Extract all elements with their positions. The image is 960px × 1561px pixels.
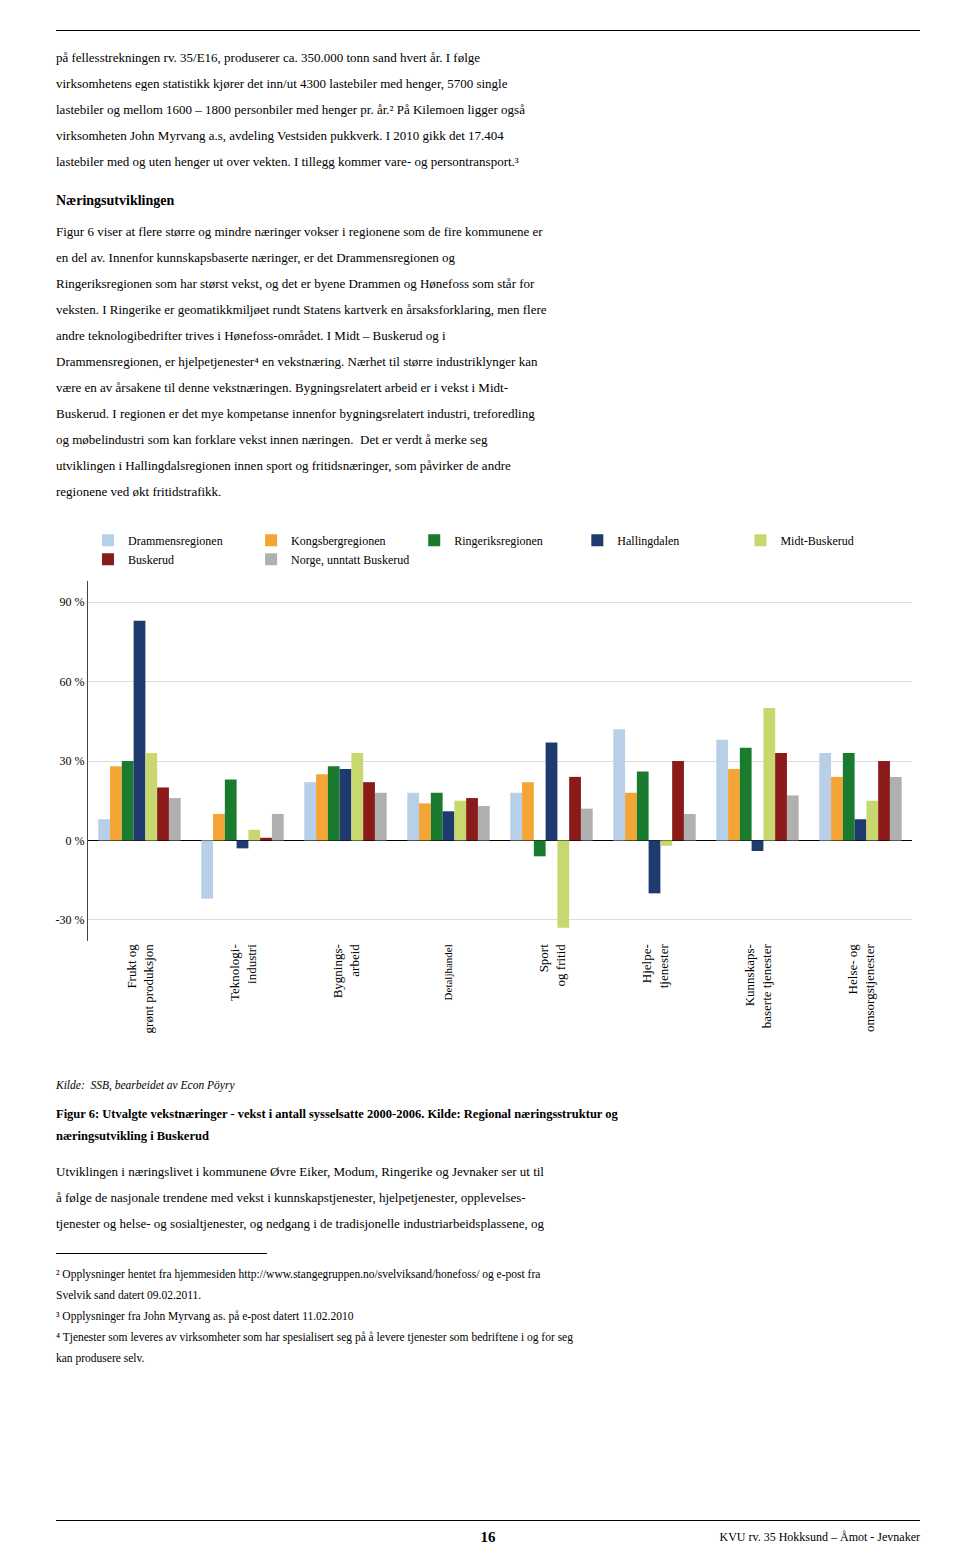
html-text:Utviklingen i næringslivet i k: Utviklingen i næringslivet i kommunene Ø… (56, 1164, 544, 1179)
svg-text:Helse- ogomsorgstjenester: Helse- ogomsorgstjenester (845, 944, 877, 1033)
html-text:lastebiler og mellom 1600 – 18: lastebiler og mellom 1600 – 1800 personb… (56, 102, 525, 117)
svg-text:Drammensregionen: Drammensregionen (128, 534, 223, 548)
svg-text:0 %: 0 % (66, 834, 85, 848)
html-text:⁴ Tjenester som leveres av vir: ⁴ Tjenester som leveres av virksomheter … (56, 1331, 573, 1343)
svg-text:90 %: 90 % (60, 595, 85, 609)
html-text:Drammensregionen, er hjelpetje: Drammensregionen, er hjelpetjenester⁴ en… (56, 354, 538, 369)
html-text:² Opplysninger hentet fra hjem: ² Opplysninger hentet fra hjemmesiden ht… (56, 1268, 541, 1280)
html-text:Næringsutviklingen: Næringsutviklingen (56, 193, 175, 208)
html-text:næringsutvikling i Buskerud: næringsutvikling i Buskerud (56, 1129, 209, 1143)
html-text:Figur 6 viser at flere større: Figur 6 viser at flere større og mindre … (56, 224, 543, 239)
html-text:være en av årsakene til denne: være en av årsakene til denne vekstnærin… (56, 380, 508, 395)
html-text:å følge de nasjonale trendene: å følge de nasjonale trendene med vekst … (56, 1190, 526, 1205)
svg-text:Sportog fritid: Sportog fritid (536, 944, 568, 987)
svg-text:Hallingdalen: Hallingdalen (617, 534, 679, 548)
svg-text:-30 %: -30 % (56, 913, 85, 927)
svg-text:Frukt oggrønt produksjon: Frukt oggrønt produksjon (124, 944, 156, 1034)
svg-text:Midt-Buskerud: Midt-Buskerud (780, 534, 853, 548)
html-text:tjenester og helse- og sosialt: tjenester og helse- og sosialtjenester, … (56, 1216, 544, 1231)
html-text:andre teknologibedrifter trive: andre teknologibedrifter trives i Hønefo… (56, 328, 446, 343)
html-text:og møbelindustri som kan forkl: og møbelindustri som kan forklare vekst … (56, 432, 488, 447)
html-text:16: 16 (480, 1529, 496, 1545)
html-text:en del av. Innenfor kunnskapsb: en del av. Innenfor kunnskapsbaserte nær… (56, 250, 455, 265)
svg-text:Teknologi-industri: Teknologi-industri (227, 944, 259, 1001)
svg-text:Ringeriksregionen: Ringeriksregionen (454, 534, 543, 548)
svg-text:Buskerud: Buskerud (128, 553, 174, 567)
html-text:Svelvik sand datert 09.02.2011: Svelvik sand datert 09.02.2011. (56, 1289, 202, 1301)
html-text:Buskerud. I regionen er det my: Buskerud. I regionen er det mye kompetan… (56, 406, 535, 421)
html-text:lastebiler med og uten henger: lastebiler med og uten henger ut over ve… (56, 154, 519, 169)
html-text:Ringeriksregionen som har stør: Ringeriksregionen som har størst vekst, … (56, 276, 535, 291)
svg-text:Kongsbergregionen: Kongsbergregionen (291, 534, 385, 548)
html-text:kan produsere selv.: kan produsere selv. (56, 1352, 145, 1364)
html-text:Figur 6: Utvalgte vekstnæringe: Figur 6: Utvalgte vekstnæringer - vekst … (56, 1107, 618, 1121)
svg-text:Detaljhandel: Detaljhandel (442, 944, 454, 1000)
html-text:virksomheten John Myrvang a.s,: virksomheten John Myrvang a.s, avdeling … (56, 128, 504, 143)
svg-text:60 %: 60 % (60, 675, 85, 689)
svg-text:30 %: 30 % (60, 754, 85, 768)
html-text:virksomhetens egen statistikk: virksomhetens egen statistikk kjører det… (56, 76, 508, 91)
svg-text:Kunnskaps-baserte tjenester: Kunnskaps-baserte tjenester (742, 944, 774, 1029)
svg-text:Norge, unntatt Buskerud: Norge, unntatt Buskerud (291, 553, 409, 567)
html-text:KVU rv. 35 Hokksund – Åmot - J: KVU rv. 35 Hokksund – Åmot - Jevnaker (719, 1530, 920, 1544)
html-text:regionene ved økt fritidstrafi: regionene ved økt fritidstrafikk. (56, 484, 222, 499)
html-text:på fellesstrekningen rv. 35/E1: på fellesstrekningen rv. 35/E16, produse… (56, 50, 481, 65)
html-text:Kilde: SSB, bearbeidet av Econ: Kilde: SSB, bearbeidet av Econ Pöyry (56, 1079, 235, 1091)
html-text:³ Opplysninger fra John Myrvan: ³ Opplysninger fra John Myrvang as. på e… (56, 1310, 354, 1322)
html-text:veksten. I Ringerike er geomat: veksten. I Ringerike er geomatikkmiljøet… (56, 302, 547, 317)
svg-text:Bygnings-arbeid: Bygnings-arbeid (330, 944, 362, 999)
svg-text:Hjelpe-tjenester: Hjelpe-tjenester (639, 944, 671, 989)
html-text:utviklingen i Hallingdalsregio: utviklingen i Hallingdalsregionen innen … (56, 458, 511, 473)
